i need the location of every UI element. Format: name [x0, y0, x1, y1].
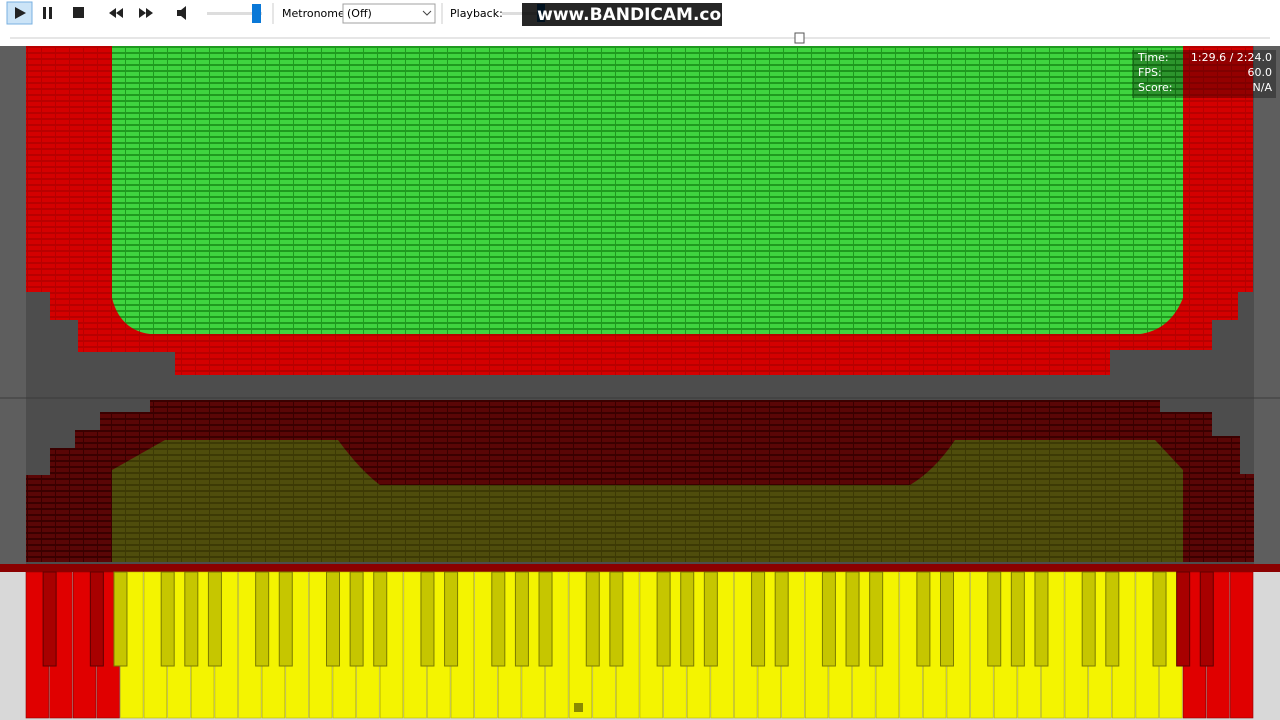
black-key[interactable] [326, 571, 340, 667]
forward-button[interactable] [139, 8, 153, 18]
volume-button[interactable] [177, 6, 186, 20]
black-key[interactable] [774, 571, 789, 667]
stat-label: Time: [1137, 51, 1169, 64]
black-key[interactable] [1010, 571, 1025, 667]
black-key[interactable] [444, 571, 459, 667]
watermark: www.BANDICAM.com [537, 5, 739, 25]
black-key[interactable] [113, 571, 128, 667]
black-key[interactable] [845, 571, 860, 667]
black-key[interactable] [940, 571, 954, 667]
black-key[interactable] [1176, 571, 1191, 667]
black-key[interactable] [585, 571, 600, 667]
black-key[interactable] [538, 571, 553, 667]
stat-value: N/A [1253, 81, 1273, 94]
black-key[interactable] [160, 571, 175, 667]
black-key[interactable] [1199, 571, 1214, 667]
stat-label: Score: [1138, 81, 1173, 94]
stop-button[interactable] [73, 7, 84, 18]
stats-panel [1132, 50, 1276, 98]
stat-label: FPS: [1138, 66, 1162, 79]
black-key[interactable] [349, 571, 364, 667]
black-key[interactable] [987, 571, 1002, 667]
black-key[interactable] [916, 571, 931, 667]
play-icon [15, 7, 26, 19]
black-key[interactable] [1152, 571, 1167, 667]
black-key[interactable] [1081, 571, 1096, 667]
rewind-button[interactable] [109, 8, 123, 18]
stat-value: 60.0 [1248, 66, 1273, 79]
black-key[interactable] [207, 571, 222, 667]
black-key[interactable] [680, 571, 695, 667]
note-block-olive [112, 440, 1183, 562]
black-key[interactable] [373, 571, 388, 667]
metronome-value: (Off) [347, 7, 372, 20]
volume-track [207, 12, 262, 15]
black-key[interactable] [420, 571, 435, 667]
black-key[interactable] [751, 571, 766, 667]
white-key[interactable] [1230, 571, 1254, 719]
black-key[interactable] [1105, 571, 1120, 667]
black-key[interactable] [869, 571, 884, 667]
stat-value: 1:29.6 / 2:24.0 [1191, 51, 1272, 64]
black-key[interactable] [278, 571, 293, 667]
black-key[interactable] [42, 571, 57, 667]
metronome-label: Metronome: [282, 7, 348, 20]
watermark-bg [522, 3, 722, 26]
margin-left [0, 46, 26, 564]
progress-thumb[interactable] [794, 32, 805, 44]
dropdown-arrow [422, 10, 432, 16]
black-key[interactable] [609, 571, 624, 667]
black-key[interactable] [821, 571, 836, 667]
black-key[interactable] [703, 571, 718, 667]
black-key[interactable] [656, 571, 671, 667]
black-key[interactable] [1034, 571, 1049, 667]
keyboard [25, 571, 1254, 719]
volume-thumb[interactable] [252, 4, 261, 23]
black-key[interactable] [184, 571, 199, 667]
pause-button[interactable] [43, 7, 52, 19]
black-key[interactable] [89, 571, 104, 667]
black-key[interactable] [491, 571, 506, 667]
metronome-select[interactable] [342, 3, 436, 24]
middle-c-marker [574, 703, 583, 712]
playback-label: Playback: [450, 7, 503, 20]
margin-right [1254, 46, 1280, 564]
note-block-green [112, 46, 1183, 334]
keyboard-rail [0, 564, 1280, 572]
black-key[interactable] [514, 571, 529, 667]
black-key[interactable] [255, 571, 270, 667]
